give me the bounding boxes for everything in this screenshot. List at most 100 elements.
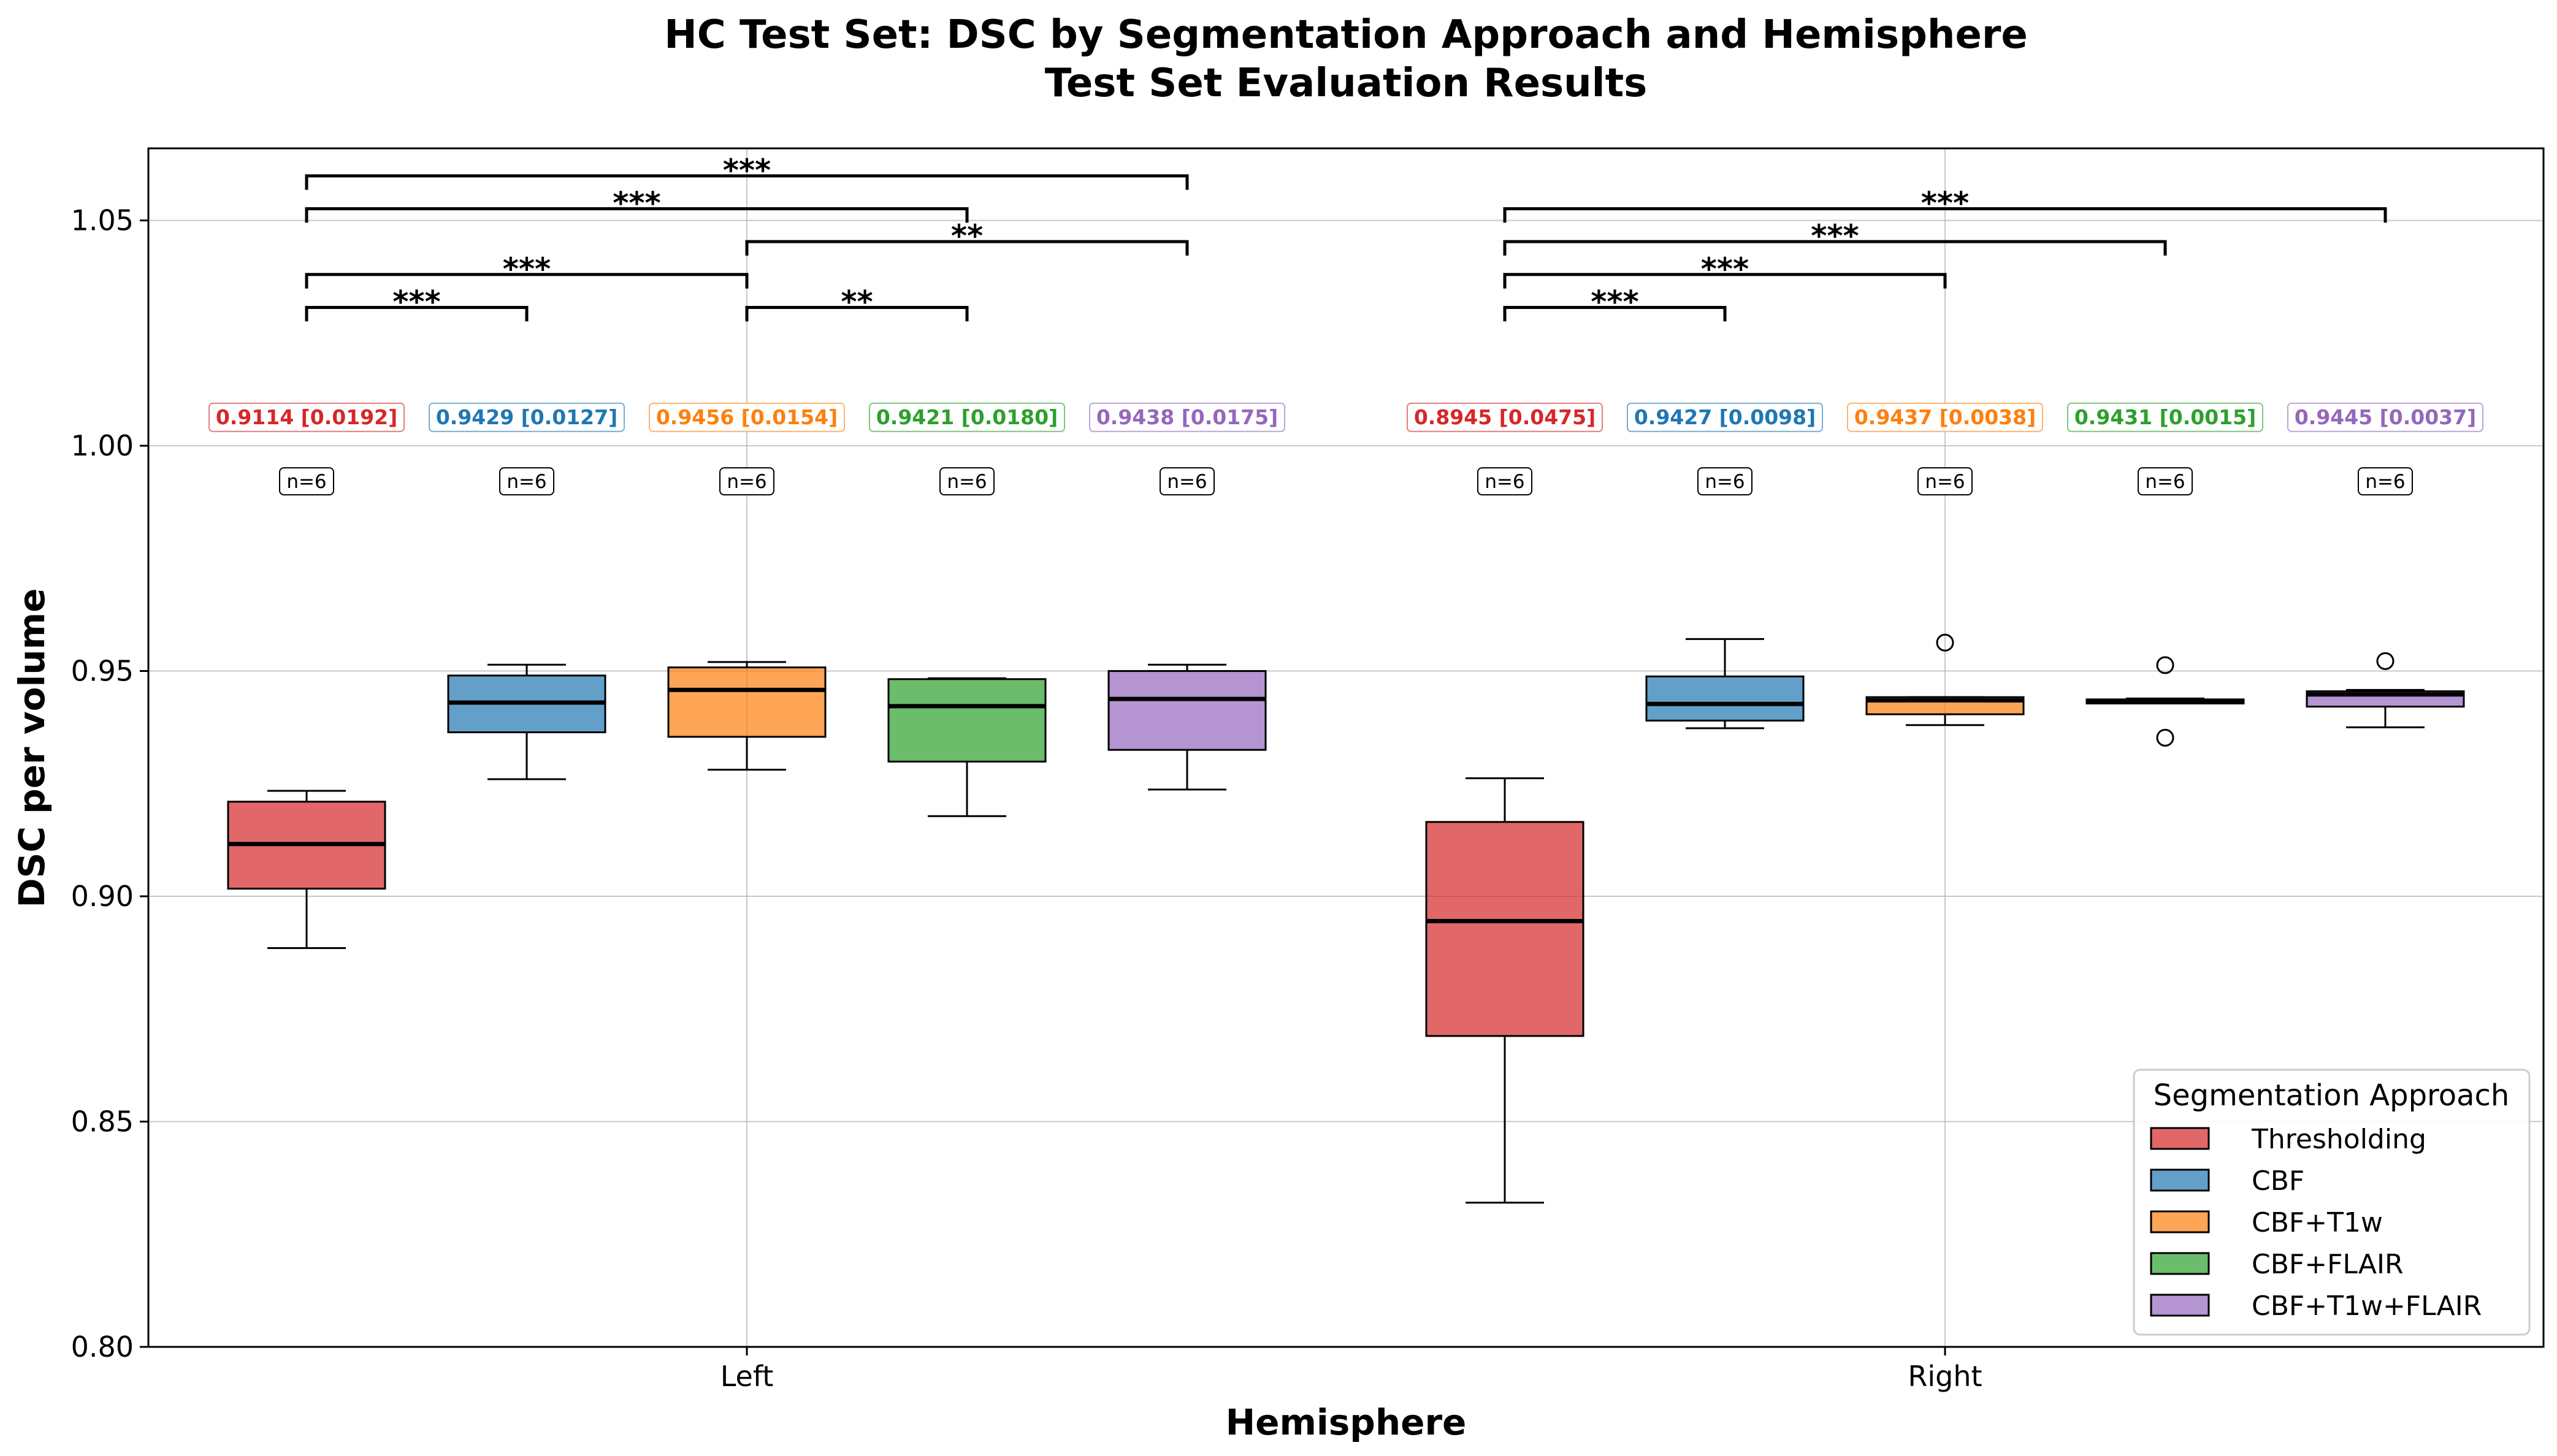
significance-label: ***: [1701, 251, 1749, 287]
plot-frame: [147, 147, 2545, 1348]
y-tick-label: 1.00: [71, 429, 134, 462]
n-label: n=6: [506, 471, 546, 493]
n-label-box: [1917, 467, 1973, 496]
box-thresholding-right: [1425, 821, 1584, 1037]
n-label: n=6: [286, 471, 326, 493]
stat-label-box: [1407, 402, 1603, 432]
significance-bracket: [1503, 207, 2387, 223]
significance-label: ***: [613, 185, 660, 221]
significance-label: ***: [392, 284, 440, 319]
n-label-box: [939, 467, 995, 496]
n-label-box: [279, 467, 334, 496]
x-tick-label: Right: [1908, 1360, 1982, 1393]
stat-label-box: [1627, 402, 1823, 432]
y-tick-label: 0.85: [71, 1105, 134, 1138]
y-tick-label: 1.05: [71, 204, 134, 237]
outlier-point: [2376, 652, 2395, 670]
stat-label: 0.9427 [0.0098]: [1634, 405, 1816, 429]
outlier-point: [1936, 633, 1954, 652]
y-axis-label: DSC per volume: [11, 589, 53, 908]
stat-labels: 0.9114 [0.0192] n=6 0.8945 [0.0475] n=6 0.94…: [208, 402, 2483, 496]
significance-bracket: [1503, 240, 2167, 256]
legend: Segmentation Approach Thresholding CBF CBF…: [2133, 1069, 2531, 1336]
stat-label: 0.9438 [0.0175]: [1096, 405, 1278, 429]
axes: 0.80 0.85 0.90 0.95 1.00 1.05 Left Right: [71, 204, 1982, 1393]
x-axis-label: Hemisphere: [1226, 1401, 1467, 1443]
significance-bracket: [305, 273, 749, 289]
stat-label-box: [208, 402, 405, 432]
significance-brackets: ****************************: [305, 153, 2387, 322]
stat-label-box: [2067, 402, 2263, 432]
chart-subtitle: Test Set Evaluation Results: [1045, 61, 1648, 106]
legend-entry: Thresholding: [2251, 1124, 2426, 1155]
box-cbf-right: [1645, 675, 1805, 722]
legend-entry: CBF+FLAIR: [2252, 1249, 2404, 1280]
stat-label: 0.9445 [0.0037]: [2295, 405, 2476, 429]
legend-box: [2133, 1069, 2531, 1336]
significance-bracket: [305, 174, 1189, 190]
legend-swatch: [2150, 1168, 2210, 1192]
n-label: n=6: [1485, 471, 1524, 493]
significance-label: **: [841, 284, 873, 319]
significance-bracket: [1503, 273, 1947, 289]
legend-swatch: [2150, 1210, 2210, 1233]
n-label-box: [719, 467, 774, 496]
x-tick-label: Left: [720, 1360, 774, 1393]
stat-label: 0.9437 [0.0038]: [1854, 405, 2036, 429]
significance-label: **: [951, 218, 983, 254]
box-plots: [227, 633, 2465, 1204]
stat-label-box: [649, 402, 845, 432]
n-label: n=6: [1925, 471, 1965, 493]
significance-bracket: [1503, 305, 1727, 322]
stat-label: 0.9429 [0.0127]: [436, 405, 617, 429]
stat-label: 0.9114 [0.0192]: [216, 405, 397, 429]
legend-entry: CBF+T1w: [2252, 1207, 2383, 1238]
n-label: n=6: [1705, 471, 1745, 493]
y-tick-label: 0.80: [71, 1330, 134, 1363]
significance-label: ***: [1811, 218, 1859, 254]
n-label-box: [2138, 467, 2193, 496]
significance-bracket: [745, 305, 969, 322]
significance-bracket: [305, 305, 529, 322]
y-tick-label: 0.95: [71, 655, 134, 688]
outlier-point: [2156, 656, 2174, 674]
significance-label: ***: [1921, 185, 1969, 221]
stat-label: 0.9431 [0.0015]: [2074, 405, 2256, 429]
significance-bracket: [305, 207, 969, 223]
n-label-box: [1160, 467, 1215, 496]
legend-swatch: [2150, 1127, 2210, 1150]
n-label-box: [1477, 467, 1532, 496]
box-cbf-flair-left: [887, 678, 1047, 763]
n-label: n=6: [727, 471, 766, 493]
y-tick-label: 0.90: [71, 880, 134, 913]
n-label: n=6: [2145, 471, 2185, 493]
n-label: n=6: [2365, 471, 2405, 493]
stat-label: 0.8945 [0.0475]: [1414, 405, 1596, 429]
significance-label: ***: [503, 251, 551, 287]
n-label-box: [499, 467, 554, 496]
significance-bracket: [745, 240, 1189, 256]
stat-label-box: [1847, 402, 2043, 432]
stat-label: 0.9421 [0.0180]: [876, 405, 1058, 429]
legend-entry: CBF: [2252, 1165, 2304, 1197]
legend-entry: CBF+T1w+FLAIR: [2252, 1290, 2482, 1322]
outlier-point: [2156, 728, 2174, 747]
n-label-box: [1697, 467, 1752, 496]
legend-swatch: [2150, 1294, 2210, 1317]
stat-label-box: [2287, 402, 2483, 432]
stat-label-box: [1089, 402, 1285, 432]
significance-label: ***: [1591, 284, 1638, 319]
legend-title: Segmentation Approach: [2154, 1078, 2510, 1113]
significance-label: ***: [723, 153, 771, 188]
n-label: n=6: [947, 471, 987, 493]
n-label: n=6: [1167, 471, 1207, 493]
stat-label-box: [869, 402, 1065, 432]
stat-label: 0.9456 [0.0154]: [656, 405, 838, 429]
box-cbf-t1w-left: [667, 666, 827, 738]
n-label-box: [2358, 467, 2413, 496]
box-cbf-t1w-flair-left: [1107, 670, 1267, 751]
legend-swatch: [2150, 1252, 2210, 1275]
stat-label-box: [429, 402, 625, 432]
chart-title: HC Test Set: DSC by Segmentation Approac…: [664, 12, 2028, 58]
